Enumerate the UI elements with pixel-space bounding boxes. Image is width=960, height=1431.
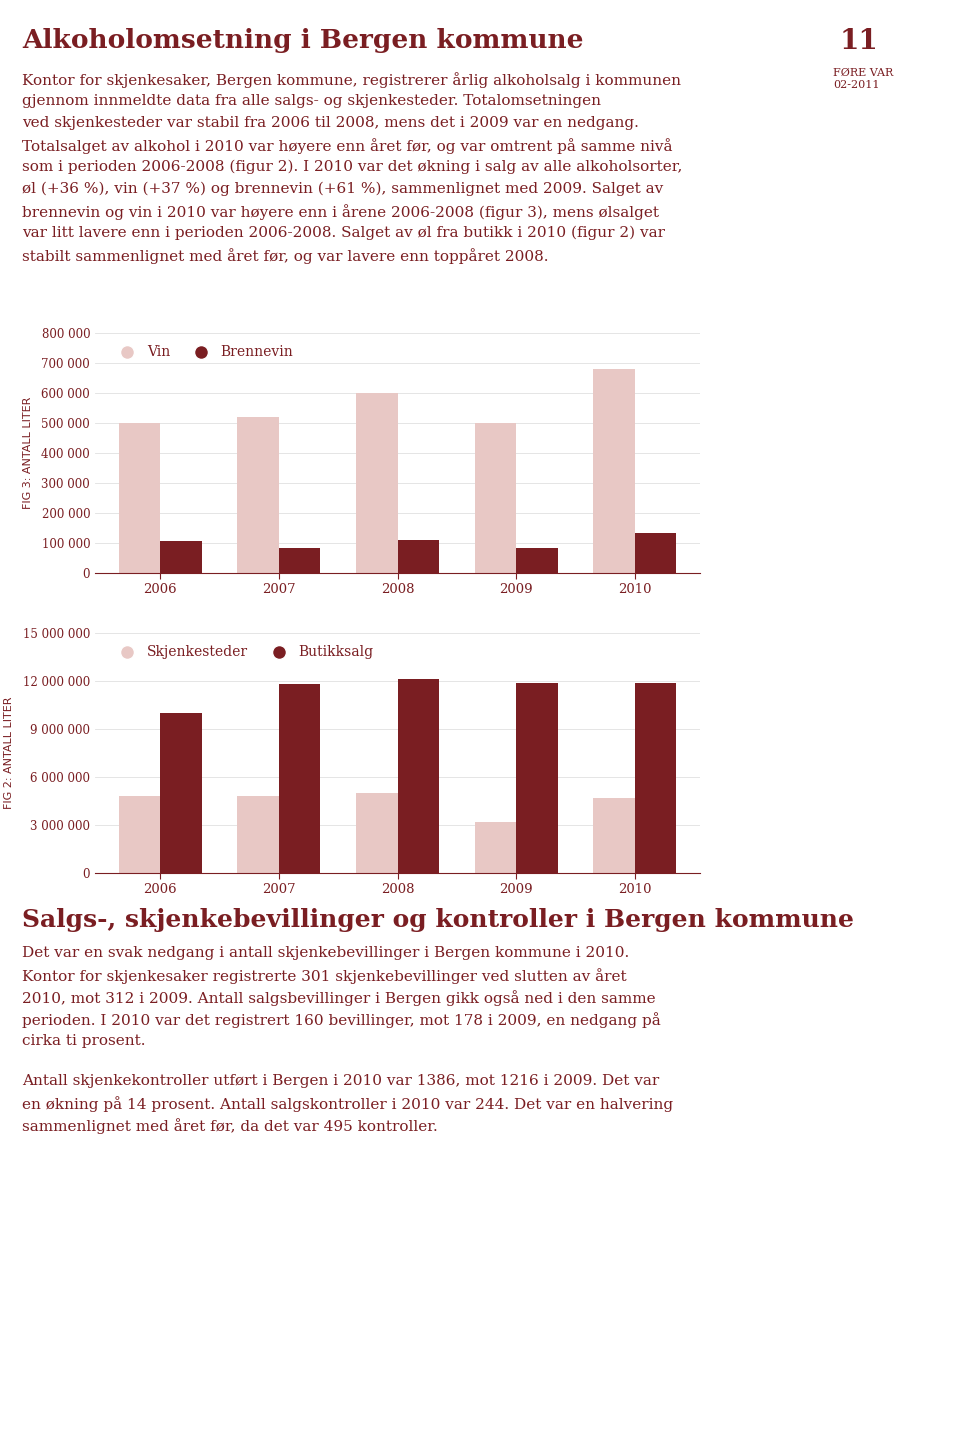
Bar xyxy=(397,680,439,873)
Bar xyxy=(593,369,635,572)
Text: ÅRLIG OMSETNING ALKOHOLSALG BERGEN KOMMUNE: ÅRLIG OMSETNING ALKOHOLSALG BERGEN KOMMU… xyxy=(106,293,508,308)
Bar xyxy=(119,796,160,873)
Legend: Skjenkesteder, Butikksalg: Skjenkesteder, Butikksalg xyxy=(108,640,378,665)
Y-axis label: FIG 2: ANTALL LITER: FIG 2: ANTALL LITER xyxy=(5,697,14,810)
Text: Figur 2 og 3:: Figur 2 og 3: xyxy=(22,293,113,308)
Text: gjennom innmeldte data fra alle salgs- og skjenkesteder. Totalomsetningen: gjennom innmeldte data fra alle salgs- o… xyxy=(22,94,601,107)
Text: Alkoholomsetning i Bergen kommune: Alkoholomsetning i Bergen kommune xyxy=(22,29,584,53)
Text: Antall skjenkekontroller utført i Bergen i 2010 var 1386, mot 1216 i 2009. Det v: Antall skjenkekontroller utført i Bergen… xyxy=(22,1075,660,1088)
Y-axis label: FIG 3: ANTALL LITER: FIG 3: ANTALL LITER xyxy=(23,396,33,509)
Bar xyxy=(356,394,397,572)
Text: 11: 11 xyxy=(840,29,878,54)
Bar xyxy=(278,684,321,873)
Bar xyxy=(516,683,558,873)
Bar xyxy=(278,548,321,572)
Bar xyxy=(593,798,635,873)
Text: en økning på 14 prosent. Antall salgskontroller i 2010 var 244. Det var en halve: en økning på 14 prosent. Antall salgskon… xyxy=(22,1096,673,1112)
Bar xyxy=(119,424,160,572)
Text: Det var en svak nedgang i antall skjenkebevillinger i Bergen kommune i 2010.: Det var en svak nedgang i antall skjenke… xyxy=(22,946,629,960)
Text: som i perioden 2006-2008 (figur 2). I 2010 var det økning i salg av alle alkohol: som i perioden 2006-2008 (figur 2). I 20… xyxy=(22,160,683,175)
Bar xyxy=(635,683,676,873)
Bar xyxy=(160,713,202,873)
Bar xyxy=(237,416,278,572)
Bar xyxy=(356,793,397,873)
Bar xyxy=(474,821,516,873)
Text: perioden. I 2010 var det registrert 160 bevillinger, mot 178 i 2009, en nedgang : perioden. I 2010 var det registrert 160 … xyxy=(22,1012,660,1027)
Text: ved skjenkesteder var stabil fra 2006 til 2008, mens det i 2009 var en nedgang.: ved skjenkesteder var stabil fra 2006 ti… xyxy=(22,116,638,130)
Text: brennevin og vin i 2010 var høyere enn i årene 2006-2008 (figur 3), mens ølsalge: brennevin og vin i 2010 var høyere enn i… xyxy=(22,205,659,220)
Text: 2010, mot 312 i 2009. Antall salgsbevillinger i Bergen gikk også ned i den samme: 2010, mot 312 i 2009. Antall salgsbevill… xyxy=(22,990,656,1006)
Text: Kontor for skjenkesaker, Bergen kommune, registrerer årlig alkoholsalg i kommune: Kontor for skjenkesaker, Bergen kommune,… xyxy=(22,72,681,87)
Bar xyxy=(160,541,202,572)
Bar xyxy=(397,539,439,572)
Bar xyxy=(474,424,516,572)
Bar xyxy=(237,796,278,873)
Text: var litt lavere enn i perioden 2006-2008. Salget av øl fra butikk i 2010 (figur : var litt lavere enn i perioden 2006-2008… xyxy=(22,226,665,240)
Text: Salgs-, skjenkebevillinger og kontroller i Bergen kommune: Salgs-, skjenkebevillinger og kontroller… xyxy=(22,909,854,932)
Text: FØRE VAR
02-2011: FØRE VAR 02-2011 xyxy=(833,69,893,90)
Text: Totalsalget av alkohol i 2010 var høyere enn året før, og var omtrent på samme n: Totalsalget av alkohol i 2010 var høyere… xyxy=(22,137,673,155)
Bar xyxy=(635,532,676,572)
Legend: Vin, Brennevin: Vin, Brennevin xyxy=(108,341,299,365)
Bar xyxy=(516,548,558,572)
Text: cirka ti prosent.: cirka ti prosent. xyxy=(22,1035,146,1047)
Text: øl (+36 %), vin (+37 %) og brennevin (+61 %), sammenlignet med 2009. Salget av: øl (+36 %), vin (+37 %) og brennevin (+6… xyxy=(22,182,663,196)
Text: stabilt sammenlignet med året før, og var lavere enn toppåret 2008.: stabilt sammenlignet med året før, og va… xyxy=(22,248,548,263)
Text: sammenlignet med året før, da det var 495 kontroller.: sammenlignet med året før, da det var 49… xyxy=(22,1118,438,1133)
Text: Kontor for skjenkesaker registrerte 301 skjenkebevillinger ved slutten av året: Kontor for skjenkesaker registrerte 301 … xyxy=(22,967,627,985)
